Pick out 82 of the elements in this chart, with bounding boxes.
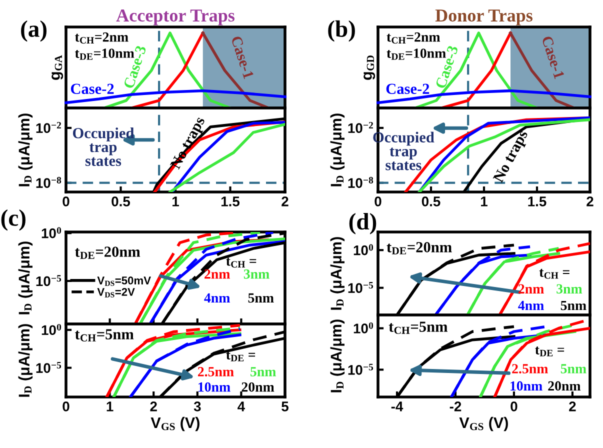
x-tick-label: 3: [194, 402, 201, 412]
x-tick-label: 1: [481, 196, 488, 206]
annotation: Occupied trap states: [72, 128, 134, 166]
x-axis-title: V$_{GS}$ (V): [459, 416, 508, 432]
annotation: t$_{DE}$=20nm: [386, 242, 452, 254]
y-axis-title: I$_{D}$ (μA/μm): [330, 114, 345, 186]
x-tick-label: 0: [510, 402, 518, 412]
y-axis-title: g$_{GD}$: [364, 56, 376, 80]
text: 10nm: [510, 381, 542, 391]
text: 4nm: [518, 300, 544, 310]
annotation: t$_{CH}$ =: [539, 268, 570, 279]
annotation: t$_{CH}$ =: [226, 258, 256, 268]
x-tick-label: 1.5: [221, 196, 240, 206]
x-tick-label: 2: [569, 402, 576, 412]
chart-title: Acceptor Traps: [116, 10, 234, 26]
annotation: t$_{CH}$=2nm: [386, 32, 440, 44]
x-tick-label: 2: [282, 196, 288, 206]
x-tick-label: 1.5: [528, 196, 546, 206]
text: No traps: [492, 129, 531, 185]
text: 2.5nm: [198, 367, 234, 376]
x-tick-label: 2: [586, 196, 594, 206]
annotation: t$_{DE}$ =: [226, 352, 256, 362]
annotation: V$_{DS}$=2V: [97, 288, 135, 298]
annotation: t$_{DE}$=20nm: [75, 246, 140, 259]
text: 5nm: [560, 364, 586, 374]
series-label: Case-2: [70, 84, 114, 94]
annotation: t$_{CH}$=5nm: [75, 329, 134, 342]
x-tick-label: 0: [62, 402, 70, 412]
x-tick-label: -2: [450, 402, 462, 412]
x-tick-label: 5: [282, 402, 288, 412]
text: Case-1: [230, 36, 254, 80]
x-tick-label: 1: [106, 402, 114, 412]
text: 5nm: [248, 293, 274, 303]
annotation: t$_{CH}$=5nm: [388, 322, 448, 334]
text: (c): [1, 209, 26, 231]
text: 20nm: [548, 381, 581, 391]
x-tick-label: 0.5: [422, 196, 440, 206]
y-tick-label: 10$^{−8}$: [36, 176, 62, 188]
series-label: Case-2: [386, 84, 430, 94]
x-tick-label: -4: [391, 402, 404, 412]
series-label: 2.5nm: [512, 364, 548, 374]
x-tick-label: 0: [62, 196, 70, 206]
y-tick-label: 10$^{−8}$: [348, 176, 374, 188]
text: 5nm: [560, 300, 586, 310]
annotation: t$_{CH}$=2nm: [74, 32, 128, 44]
x-tick-label: 2: [150, 402, 157, 412]
text: 4nm: [204, 293, 230, 302]
y-axis-title: I$_{D}$ (μA/μm): [18, 242, 33, 314]
y-tick-label: 10$^{0}$: [42, 324, 62, 336]
series-label: 2nm: [204, 269, 230, 279]
text: Case-1: [542, 36, 565, 80]
text: 3nm: [556, 284, 582, 294]
y-tick-label: 10$^{−5}$: [36, 275, 62, 286]
annotation: V$_{DS}$=50mV: [97, 276, 151, 286]
x-axis-title: V$_{GS}$ (V): [150, 416, 200, 432]
y-tick-label: 10$^{0}$: [42, 227, 62, 238]
series-label: 3nm: [244, 269, 270, 279]
text: (b): [328, 20, 355, 42]
y-tick-label: 10$^{0}$: [354, 322, 374, 334]
y-tick-label: 10$^{−5}$: [348, 282, 374, 293]
y-axis-title: g$_{GA}$: [52, 55, 64, 80]
series-label: 2nm: [518, 284, 544, 294]
y-tick-label: 10$^{−2}$: [348, 122, 373, 134]
y-axis-title: I$_{D}$ (μA/μm): [18, 114, 33, 186]
y-axis-title: I$_{D}$ (μA/μm): [330, 237, 345, 310]
x-tick-label: 0: [374, 196, 382, 206]
text: 5nm: [250, 367, 276, 376]
y-tick-label: 10$^{−5}$: [348, 364, 374, 375]
y-axis-title: I$_{D}$ (μA/μm): [18, 324, 33, 397]
text: (d): [349, 212, 376, 234]
text: 20nm: [242, 382, 274, 392]
text: (a): [21, 20, 47, 42]
chart-title: Donor Traps: [435, 10, 532, 26]
text: 10nm: [198, 382, 230, 392]
annotation: t$_{DE}$ =: [535, 346, 564, 356]
y-tick-label: 10$^{−5}$: [36, 362, 62, 373]
y-tick-label: 10$^{0}$: [354, 244, 374, 256]
y-tick-label: 10$^{−2}$: [36, 122, 61, 134]
y-axis-title: I$_{D}$ (μA/μm): [330, 320, 345, 392]
x-tick-label: 4: [238, 402, 245, 412]
x-tick-label: 1: [172, 196, 179, 206]
x-tick-label: 0.5: [112, 196, 130, 206]
